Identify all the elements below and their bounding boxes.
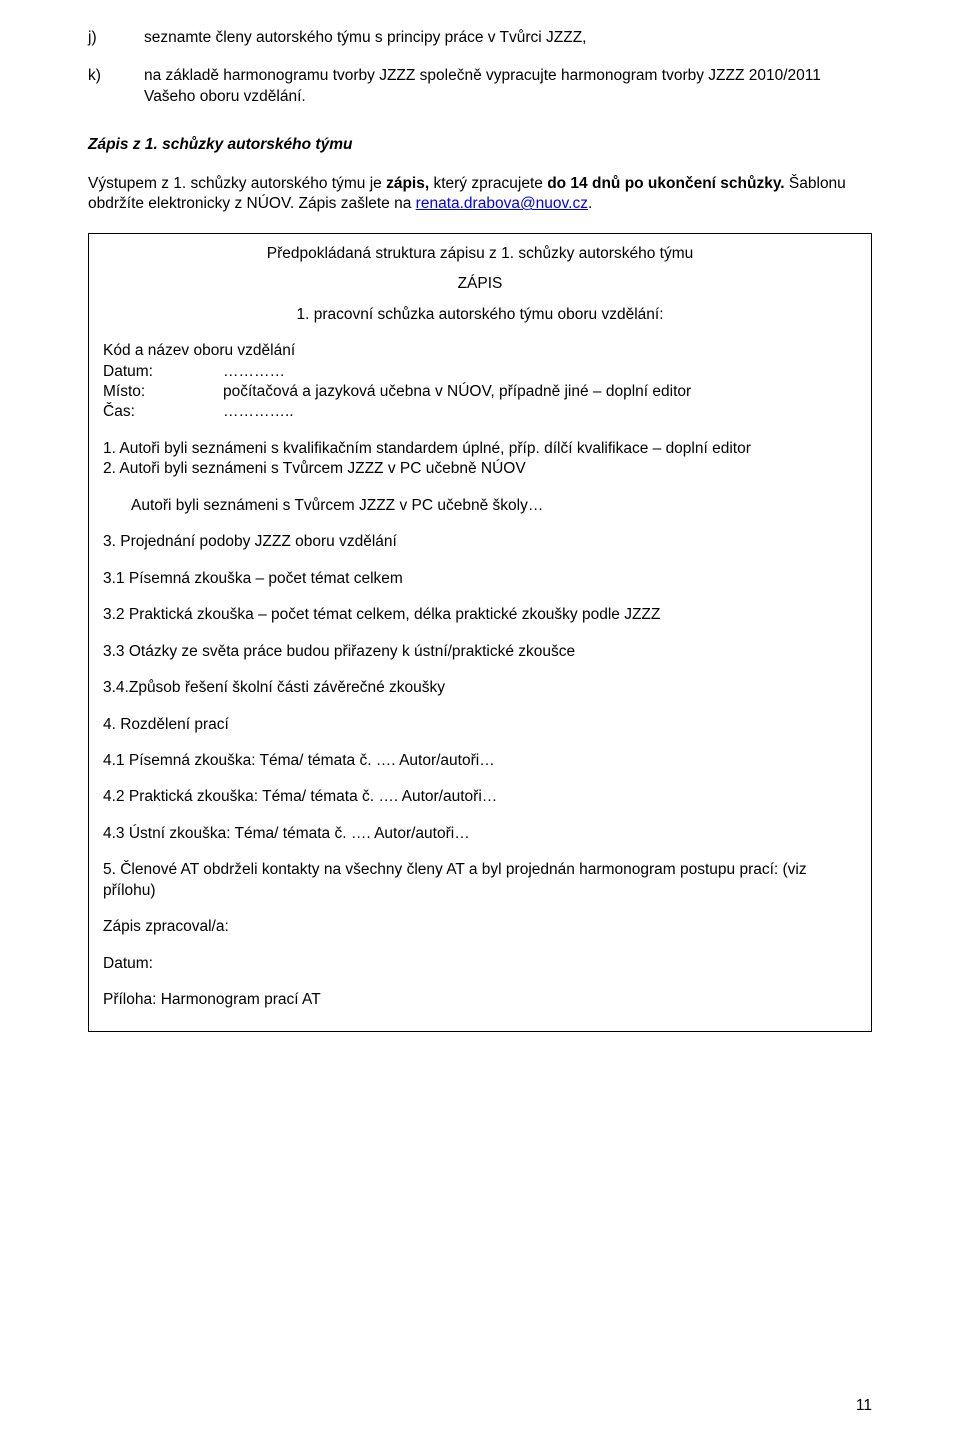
item-3-1: 3.1 Písemná zkouška – počet témat celkem: [103, 569, 857, 589]
value: …………: [223, 362, 857, 382]
item-3-3: 3.3 Otázky ze světa práce budou přiřazen…: [103, 642, 857, 662]
item-3-4: 3.4.Způsob řešení školní části závěrečné…: [103, 678, 857, 698]
minutes-template-box: Předpokládaná struktura zápisu z 1. schů…: [88, 233, 872, 1032]
field-datum2: Datum:: [103, 954, 857, 974]
list-item-j: j) seznamte členy autorského týmu s prin…: [88, 28, 872, 48]
field-misto: Místo: počítačová a jazyková učebna v NÚ…: [103, 382, 857, 402]
field-zpracoval: Zápis zpracoval/a:: [103, 917, 857, 937]
item-4-1: 4.1 Písemná zkouška: Téma/ témata č. …. …: [103, 751, 857, 771]
section-heading: Zápis z 1. schůzky autorského týmu: [88, 135, 872, 155]
item-1: 1. Autoři byli seznámeni s kvalifikačním…: [103, 439, 857, 459]
value: …………..: [223, 402, 857, 422]
box-title: ZÁPIS: [103, 274, 857, 294]
item-5: 5. Členové AT obdrželi kontakty na všech…: [103, 860, 857, 901]
value: počítačová a jazyková učebna v NÚOV, pří…: [223, 382, 857, 402]
list-text: seznamte členy autorského týmu s princip…: [144, 28, 872, 48]
list-marker: j): [88, 28, 144, 48]
field-priloha: Příloha: Harmonogram prací AT: [103, 990, 857, 1010]
box-subtitle: 1. pracovní schůzka autorského týmu obor…: [103, 305, 857, 325]
label: Místo:: [103, 382, 223, 402]
list-marker: k): [88, 66, 144, 107]
item-2: 2. Autoři byli seznámeni s Tvůrcem JZZZ …: [103, 459, 857, 479]
intro-paragraph: Výstupem z 1. schůzky autorského týmu je…: [88, 174, 872, 215]
field-kod: Kód a název oboru vzdělání: [103, 341, 857, 361]
text: .: [588, 195, 592, 212]
box-line1: Předpokládaná struktura zápisu z 1. schů…: [103, 244, 857, 264]
item-4-3: 4.3 Ústní zkouška: Téma/ témata č. …. Au…: [103, 824, 857, 844]
list-text: na základě harmonogramu tvorby JZZZ spol…: [144, 66, 872, 107]
label: Datum:: [103, 362, 223, 382]
field-cas: Čas: …………..: [103, 402, 857, 422]
field-datum: Datum: …………: [103, 362, 857, 382]
list-item-k: k) na základě harmonogramu tvorby JZZZ s…: [88, 66, 872, 107]
item-2a: Autoři byli seznámeni s Tvůrcem JZZZ v P…: [103, 496, 857, 516]
email-link[interactable]: renata.drabova@nuov.cz: [416, 195, 588, 212]
label: Čas:: [103, 402, 223, 422]
item-3: 3. Projednání podoby JZZZ oboru vzdělání: [103, 532, 857, 552]
text-bold: zápis,: [386, 175, 429, 192]
item-3-2: 3.2 Praktická zkouška – počet témat celk…: [103, 605, 857, 625]
item-4: 4. Rozdělení prací: [103, 715, 857, 735]
text: Výstupem z 1. schůzky autorského týmu je: [88, 175, 386, 192]
text: který zpracujete: [429, 175, 547, 192]
text-bold: do 14 dnů po ukončení schůzky.: [547, 175, 784, 192]
page-number: 11: [856, 1396, 872, 1416]
item-4-2: 4.2 Praktická zkouška: Téma/ témata č. ……: [103, 787, 857, 807]
